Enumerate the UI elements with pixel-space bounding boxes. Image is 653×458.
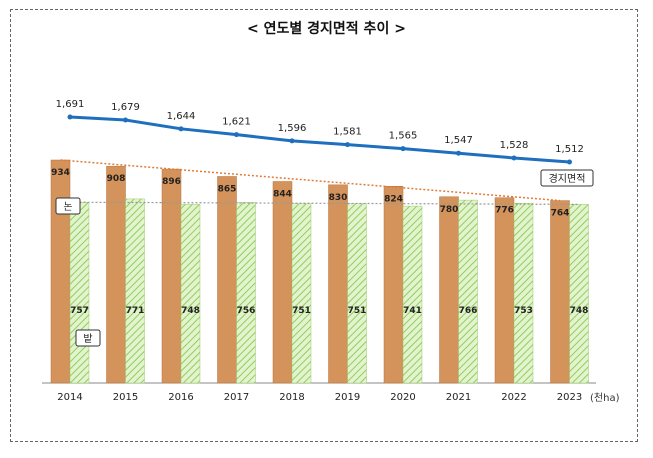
chart-title: < 연도별 경지면적 추이 > <box>247 21 406 37</box>
bar-rice-label: 776 <box>495 206 514 216</box>
line-total-label: 1,528 <box>500 140 529 151</box>
bar-field-label: 751 <box>292 306 311 316</box>
bar-rice-label: 844 <box>273 189 292 199</box>
x-tick-label: 2017 <box>224 392 249 403</box>
x-tick-label: 2016 <box>168 392 193 403</box>
bar-field <box>569 204 589 384</box>
line-total-point <box>234 132 239 138</box>
line-total-point <box>345 142 350 148</box>
line-total-label: 1,547 <box>444 135 473 146</box>
bar-rice-label: 764 <box>551 209 570 219</box>
line-total-label: 1,565 <box>389 131 418 142</box>
line-total-point <box>123 117 128 123</box>
x-tick-label: 2023 <box>557 392 582 403</box>
line-total-label: 1,621 <box>222 117 251 128</box>
unit-label: (천ha) <box>590 392 620 404</box>
bar-field-label: 751 <box>348 306 367 316</box>
x-tick-label: 2015 <box>113 392 138 403</box>
bar-rice <box>383 186 404 384</box>
x-tick-label: 2022 <box>501 392 526 403</box>
bar-rice-label: 908 <box>107 174 126 184</box>
line-total-point <box>178 126 184 132</box>
bar-rice <box>50 159 71 384</box>
bar-rice-label: 824 <box>384 194 403 204</box>
line-total-point <box>400 146 406 152</box>
bar-field <box>69 202 90 384</box>
bar-field-label: 748 <box>181 306 200 316</box>
legend-total-label-box <box>540 169 594 187</box>
line-total-label: 1,512 <box>555 144 584 155</box>
line-total <box>69 115 570 164</box>
bar-field <box>125 198 145 384</box>
chart-frame <box>10 9 638 442</box>
bar-field-label: 757 <box>70 306 89 316</box>
bar-field <box>291 203 312 384</box>
bar-rice-label: 865 <box>218 184 237 194</box>
bar-rice <box>439 196 459 384</box>
trendline-field <box>79 201 580 206</box>
x-tick-label: 2020 <box>390 392 415 403</box>
line-total-label: 1,679 <box>111 102 140 113</box>
trendline-rice <box>60 159 561 202</box>
bar-field <box>180 204 201 384</box>
legend-rice-label: 논 <box>63 201 72 213</box>
bar-field <box>236 202 256 384</box>
bar-field-label: 741 <box>403 306 422 316</box>
legend-field-label: 밭 <box>83 333 92 345</box>
bar-field <box>458 199 478 384</box>
x-tick-label: 2019 <box>335 392 360 403</box>
line-total-point <box>567 159 572 165</box>
bar-field-label: 753 <box>514 306 533 316</box>
x-tick-label: 2021 <box>446 392 471 403</box>
bar-field-label: 771 <box>126 306 145 316</box>
bar-field-label: 756 <box>237 306 256 316</box>
legend-total-label: 경지면적 <box>549 172 586 185</box>
bar-rice <box>328 184 348 384</box>
bar-rice-label: 780 <box>440 205 459 215</box>
line-total-label: 1,581 <box>333 127 362 138</box>
x-tick-label: 2018 <box>279 392 304 403</box>
line-total-point <box>289 138 295 144</box>
line-total-point <box>67 114 73 120</box>
legend-rice-label-box <box>55 197 81 215</box>
bar-rice <box>217 176 237 384</box>
bar-rice <box>272 181 293 384</box>
legend-field-label-box <box>75 329 101 347</box>
bar-rice <box>550 200 570 384</box>
bar-rice <box>494 197 515 384</box>
bar-rice <box>161 168 182 384</box>
line-total-point <box>456 150 461 156</box>
line-total-label: 1,596 <box>278 123 307 134</box>
line-total-point <box>511 155 517 161</box>
line-total-label: 1,644 <box>167 111 196 122</box>
bar-field-label: 748 <box>570 306 589 316</box>
bar-field <box>402 205 423 384</box>
bar-field <box>513 202 534 384</box>
x-tick-label: 2014 <box>57 392 82 403</box>
bar-field <box>347 203 367 384</box>
bar-rice-label: 896 <box>162 177 181 187</box>
bar-rice <box>106 165 126 384</box>
bar-rice-label: 934 <box>51 168 70 178</box>
bar-field-label: 766 <box>459 306 478 316</box>
bar-rice-label: 830 <box>329 193 348 203</box>
line-total-label: 1,691 <box>56 99 85 110</box>
